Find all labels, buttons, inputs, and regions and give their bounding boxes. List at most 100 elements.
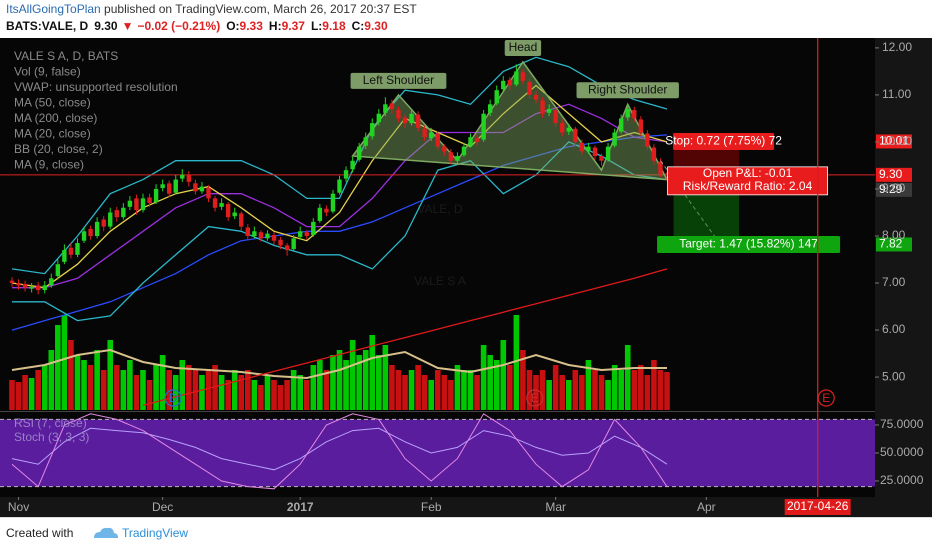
candle-body [166,183,172,194]
candle-body [108,212,113,227]
volume-bar [166,370,172,410]
candle-body [455,156,460,161]
volume-bar [415,365,421,410]
candle-body [212,198,218,208]
volume-bar [369,335,376,410]
ohlc-key: H: [269,19,282,33]
y-tick-label: 9.00 [882,181,906,195]
candle-body [258,232,264,239]
stop-price: 10.01 [879,134,909,148]
candle-body [468,137,473,146]
volume-bar [35,370,41,410]
candle-body [101,219,106,227]
candle-body [461,146,467,156]
candle-body [612,132,617,146]
candle-body [645,133,650,147]
volume-bar [74,355,81,410]
pattern-label: Head [509,40,538,54]
legend-entry: BB (20, close, 2) [14,142,103,156]
candle-body [81,231,87,241]
legend-entry: Vol (9, false) [14,65,81,79]
candle-body [55,264,61,276]
brand-logo [94,527,118,538]
volume-bar [611,365,618,410]
event-marker [817,389,835,407]
y-tick-label: 8.00 [882,228,906,242]
candle-body [160,184,165,189]
volume-bar [605,380,611,410]
pattern-label-box [576,82,679,99]
y-tick-label: 12.00 [882,40,912,54]
volume-bar [389,365,395,410]
indicator-name: RSI (7, close) [14,416,87,430]
candle-body [16,283,21,286]
volume-bar [598,375,605,410]
volume-bar [487,355,493,410]
volume-bar [310,365,317,410]
candle-body [206,188,211,199]
volume-bar [657,370,664,410]
candle-body [389,103,395,110]
rsi-line [11,427,668,471]
indicator-line [11,56,668,275]
volume-bar [513,315,520,410]
indicator-line [12,141,668,322]
y-tick-label: 75.0000 [880,417,924,431]
volume-bar [127,360,133,410]
volume-bar [323,370,330,410]
candle-body [186,174,192,182]
candle-body [278,239,283,246]
volume-bar [520,350,526,410]
candle-body [304,232,309,236]
indicator-line [142,268,668,406]
event-marker [526,389,544,407]
candle-body [625,109,630,118]
volume-bar [153,365,159,410]
candle-body [409,113,414,124]
volume-bar [572,370,579,410]
volume-bar [526,370,533,410]
candle-body [664,173,670,175]
candle-body [291,238,296,250]
legend-entry: MA (50, close) [14,96,91,110]
candle-body [121,207,126,218]
price-pane: VALE, D VALE S A [0,56,875,410]
candle-body [658,161,663,174]
entry-price-flag [876,167,912,182]
candle-body [62,250,67,262]
y-tick-label: 50.0000 [880,445,924,459]
legend-entry: VWAP: unsupported resolution [14,80,178,94]
volume-bar [205,370,212,410]
volume-bar [474,375,480,410]
x-tick-label: Mar [545,500,566,514]
candle-body [487,104,493,113]
candle-body [474,138,480,142]
change: −0.02 (−0.21%) [137,19,220,33]
author: ItsAllGoingToPlan [6,2,101,16]
volume-bar [546,380,552,410]
candle-body [638,119,644,133]
watermark: VALE, D [417,202,462,216]
volume-bar [336,350,343,410]
candle-body [127,200,133,207]
volume-bar [146,380,153,410]
candle-body [370,123,375,137]
candle-body [435,133,440,147]
volume-bar [631,370,638,410]
volume-bar [493,360,500,410]
indicator-line [11,84,668,289]
stop-label-box [673,132,775,150]
footer-bg [0,517,932,550]
event-label: E [531,391,539,405]
volume-bar [55,325,61,410]
volume-bar [480,345,487,410]
ohlc-value: 9.30 [364,19,388,33]
pattern-label: Right Shoulder [588,82,667,96]
volume-bar [507,365,513,410]
volume-bar [297,375,304,410]
volume-bar [9,380,15,410]
volume-bar [434,370,441,410]
header-line: ItsAllGoingToPlan published on TradingVi… [6,2,417,16]
